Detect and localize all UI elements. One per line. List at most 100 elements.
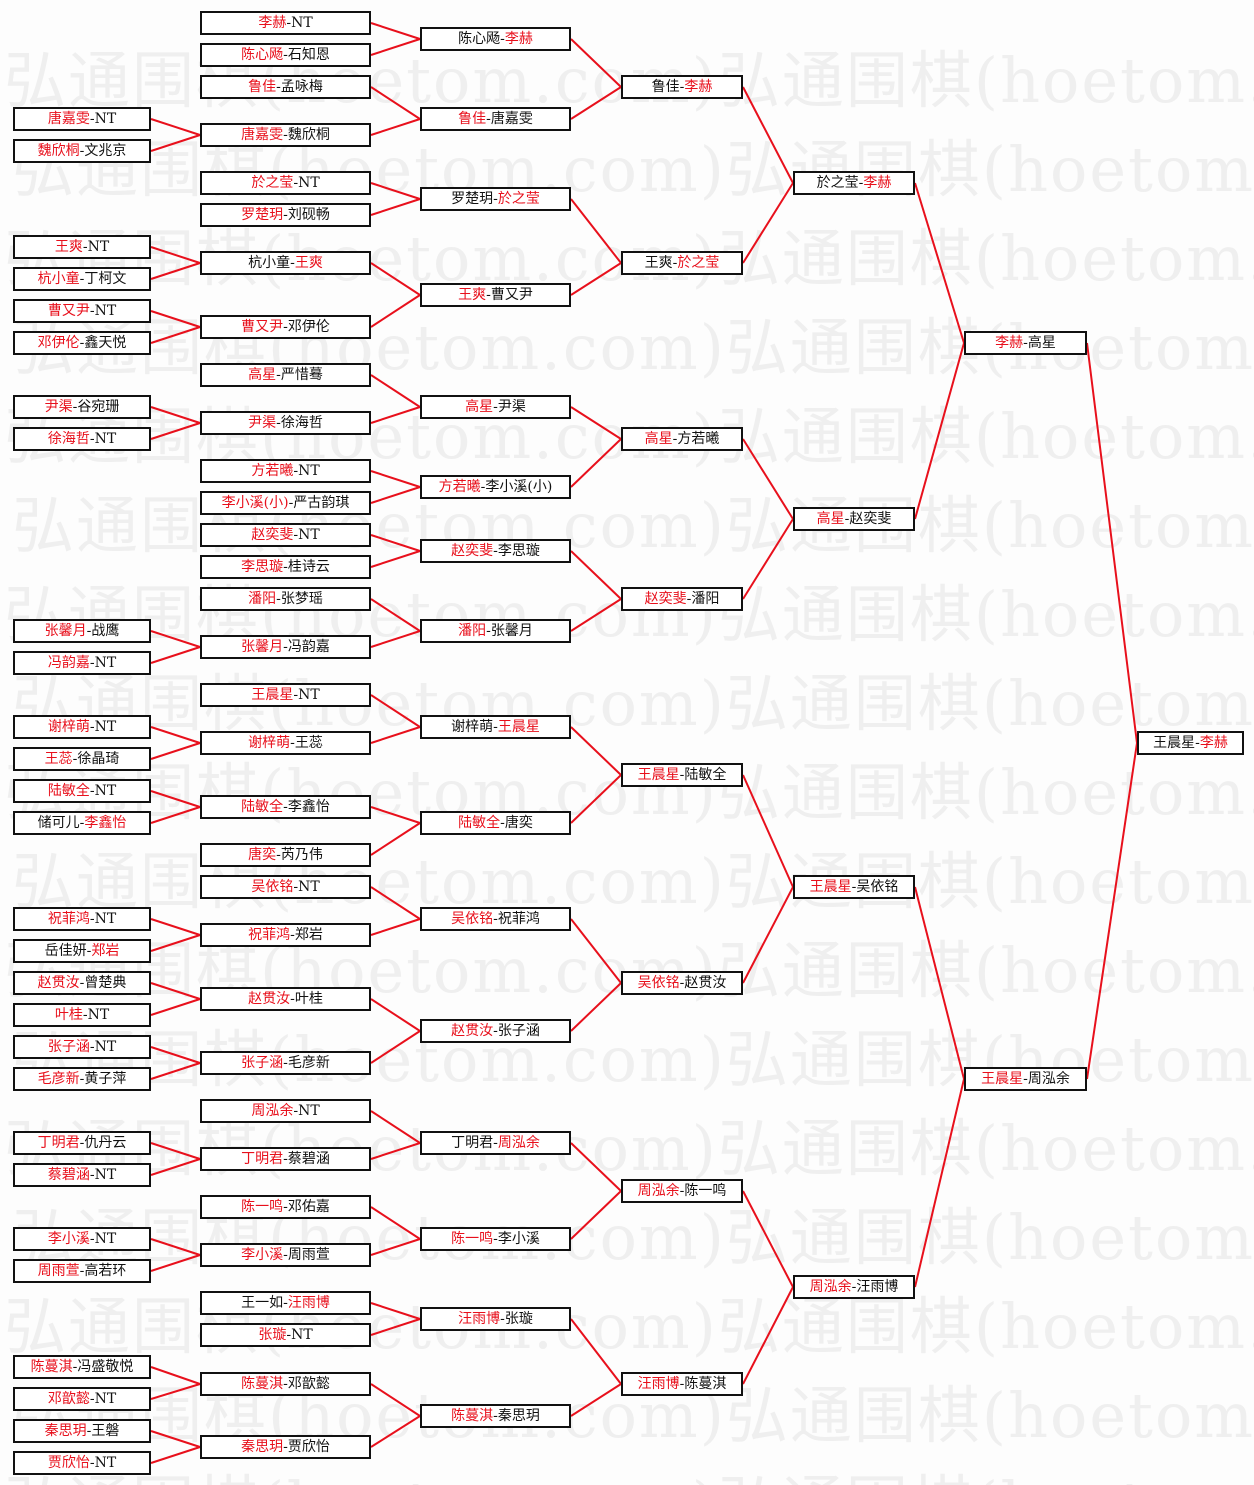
match-box-round-3[interactable]: 鲁佳 - 唐嘉雯 xyxy=(420,107,571,131)
match-box-round-3[interactable]: 丁明君 - 周泓余 xyxy=(420,1131,571,1155)
match-box-round-1[interactable]: 张子涵 - NT xyxy=(13,1035,151,1059)
match-box-round-2[interactable]: 张子涵 - 毛彦新 xyxy=(200,1051,371,1075)
match-box-round-2[interactable]: 赵奕斐 - NT xyxy=(200,523,371,547)
match-box-round-4[interactable]: 王爽 - 於之莹 xyxy=(621,251,743,275)
match-box-round-1[interactable]: 贾欣怡 - NT xyxy=(13,1451,151,1475)
match-box-round-3[interactable]: 谢梓萌 - 王晨星 xyxy=(420,715,571,739)
match-box-round-2[interactable]: 鲁佳 - 孟咏梅 xyxy=(200,75,371,99)
match-box-round-1[interactable]: 毛彦新 - 黄子萍 xyxy=(13,1067,151,1091)
match-box-round-2[interactable]: 张馨月 - 冯韵嘉 xyxy=(200,635,371,659)
match-box-round-2[interactable]: 潘阳 - 张梦瑶 xyxy=(200,587,371,611)
match-box-round-3[interactable]: 方若曦 - 李小溪(小) xyxy=(420,475,571,499)
match-box-round-3[interactable]: 赵奕斐 - 李思璇 xyxy=(420,539,571,563)
match-box-round-1[interactable]: 冯韵嘉 - NT xyxy=(13,651,151,675)
match-box-round-1[interactable]: 祝菲鸿 - NT xyxy=(13,907,151,931)
match-box-round-2[interactable]: 张璇 - NT xyxy=(200,1323,371,1347)
match-box-round-3[interactable]: 陈蔓淇 - 秦思玥 xyxy=(420,1404,571,1428)
match-box-round-4[interactable]: 鲁佳 - 李赫 xyxy=(621,75,743,99)
match-box-round-1[interactable]: 王爽 - NT xyxy=(13,235,151,259)
match-box-round-3[interactable]: 陈心飏 - 李赫 xyxy=(420,27,571,51)
match-box-round-3[interactable]: 汪雨博 - 张璇 xyxy=(420,1307,571,1331)
player-b: 李赫 xyxy=(684,79,713,95)
match-box-round-3[interactable]: 高星 - 尹渠 xyxy=(420,395,571,419)
match-box-round-1[interactable]: 邓歆懿 - NT xyxy=(13,1387,151,1411)
match-box-round-2[interactable]: 罗楚玥 - 刘砚畅 xyxy=(200,203,371,227)
match-box-round-3[interactable]: 罗楚玥 - 於之莹 xyxy=(420,187,571,211)
match-box-round-2[interactable]: 陈一鸣 - 邓佑嘉 xyxy=(200,1195,371,1219)
match-box-round-2[interactable]: 李小溪(小) - 严古韵琪 xyxy=(200,491,371,515)
match-box-round-5[interactable]: 王晨星 - 吴依铭 xyxy=(793,875,915,899)
match-box-round-5[interactable]: 周泓余 - 汪雨博 xyxy=(793,1275,915,1299)
match-box-round-1[interactable]: 魏欣桐 - 文兆京 xyxy=(13,139,151,163)
match-box-round-1[interactable]: 曹又尹 - NT xyxy=(13,299,151,323)
match-box-round-4[interactable]: 周泓余 - 陈一鸣 xyxy=(621,1179,743,1203)
match-box-round-2[interactable]: 唐嘉雯 - 魏欣桐 xyxy=(200,123,371,147)
player-a: 罗楚玥 xyxy=(241,207,284,223)
match-box-round-1[interactable]: 陈蔓淇 - 冯盛敬悦 xyxy=(13,1355,151,1379)
match-box-round-2[interactable]: 唐奕 - 芮乃伟 xyxy=(200,843,371,867)
match-box-round-2[interactable]: 赵贯汝 - 叶桂 xyxy=(200,987,371,1011)
match-box-round-2[interactable]: 李思璇 - 桂诗云 xyxy=(200,555,371,579)
match-box-round-3[interactable]: 王爽 - 曹又尹 xyxy=(420,283,571,307)
match-box-round-7[interactable]: 王晨星 - 李赫 xyxy=(1137,731,1244,755)
match-box-round-2[interactable]: 李小溪 - 周雨萱 xyxy=(200,1243,371,1267)
match-box-round-1[interactable]: 唐嘉雯 - NT xyxy=(13,107,151,131)
match-box-round-2[interactable]: 丁明君 - 蔡碧涵 xyxy=(200,1147,371,1171)
match-box-round-5[interactable]: 於之莹 - 李赫 xyxy=(793,171,915,195)
match-box-round-2[interactable]: 陈心飏 - 石知恩 xyxy=(200,43,371,67)
match-box-round-4[interactable]: 吴依铭 - 赵贯汝 xyxy=(621,971,743,995)
match-box-round-1[interactable]: 邓伊伦 - 鑫天悦 xyxy=(13,331,151,355)
match-box-round-2[interactable]: 高星 - 严惜蓦 xyxy=(200,363,371,387)
match-box-round-2[interactable]: 谢梓萌 - 王蕊 xyxy=(200,731,371,755)
separator: - xyxy=(493,911,498,927)
match-box-round-1[interactable]: 蔡碧涵 - NT xyxy=(13,1163,151,1187)
separator: - xyxy=(672,255,678,271)
match-box-round-1[interactable]: 赵贯汝 - 曾楚典 xyxy=(13,971,151,995)
match-box-round-3[interactable]: 潘阳 - 张馨月 xyxy=(420,619,571,643)
match-box-round-1[interactable]: 岳佳妍 - 郑岩 xyxy=(13,939,151,963)
match-box-round-1[interactable]: 丁明君 - 仇丹云 xyxy=(13,1131,151,1155)
match-box-round-2[interactable]: 曹又尹 - 邓伊伦 xyxy=(200,315,371,339)
match-box-round-1[interactable]: 尹渠 - 谷宛珊 xyxy=(13,395,151,419)
match-box-round-2[interactable]: 方若曦 - NT xyxy=(200,459,371,483)
match-box-round-3[interactable]: 赵贯汝 - 张子涵 xyxy=(420,1019,571,1043)
separator: - xyxy=(283,47,288,63)
match-box-round-2[interactable]: 於之莹 - NT xyxy=(200,171,371,195)
player-a: 赵贯汝 xyxy=(37,975,80,991)
match-box-round-2[interactable]: 王晨星 - NT xyxy=(200,683,371,707)
match-box-round-1[interactable]: 王蕊 - 徐晶琦 xyxy=(13,747,151,771)
match-box-round-2[interactable]: 李赫 - NT xyxy=(200,11,371,35)
match-box-round-1[interactable]: 谢梓萌 - NT xyxy=(13,715,151,739)
connector-line xyxy=(150,646,201,664)
separator: - xyxy=(276,367,281,383)
match-box-round-1[interactable]: 张馨月 - 战鹰 xyxy=(13,619,151,643)
match-box-round-2[interactable]: 秦思玥 - 贾欣怡 xyxy=(200,1435,371,1459)
match-box-round-5[interactable]: 高星 - 赵奕斐 xyxy=(793,507,915,531)
match-box-round-4[interactable]: 汪雨博 - 陈蔓淇 xyxy=(621,1372,743,1396)
match-box-round-2[interactable]: 陆敏全 - 李鑫怡 xyxy=(200,795,371,819)
match-box-round-4[interactable]: 高星 - 方若曦 xyxy=(621,427,743,451)
match-box-round-1[interactable]: 徐海哲 - NT xyxy=(13,427,151,451)
match-box-round-1[interactable]: 杭小童 - 丁柯文 xyxy=(13,267,151,291)
match-box-round-1[interactable]: 李小溪 - NT xyxy=(13,1227,151,1251)
match-box-round-6[interactable]: 李赫 - 高星 xyxy=(964,331,1087,355)
match-box-round-1[interactable]: 秦思玥 - 王磐 xyxy=(13,1419,151,1443)
match-box-round-1[interactable]: 叶桂 - NT xyxy=(13,1003,151,1027)
match-box-round-2[interactable]: 陈蔓淇 - 邓歆懿 xyxy=(200,1372,371,1396)
match-box-round-2[interactable]: 尹渠 - 徐海哲 xyxy=(200,411,371,435)
match-box-round-2[interactable]: 周泓余 - NT xyxy=(200,1099,371,1123)
match-box-round-3[interactable]: 陆敏全 - 唐奕 xyxy=(420,811,571,835)
match-box-round-1[interactable]: 储可儿 - 李鑫怡 xyxy=(13,811,151,835)
match-box-round-2[interactable]: 祝菲鸿 - 郑岩 xyxy=(200,923,371,947)
match-box-round-4[interactable]: 王晨星 - 陆敏全 xyxy=(621,763,743,787)
match-box-round-3[interactable]: 陈一鸣 - 李小溪 xyxy=(420,1227,571,1251)
match-box-round-1[interactable]: 周雨萱 - 高若环 xyxy=(13,1259,151,1283)
match-box-round-2[interactable]: 王一如 - 汪雨博 xyxy=(200,1291,371,1315)
match-box-round-1[interactable]: 陆敏全 - NT xyxy=(13,779,151,803)
match-box-round-3[interactable]: 吴依铭 - 祝菲鸿 xyxy=(420,907,571,931)
match-box-round-4[interactable]: 赵奕斐 - 潘阳 xyxy=(621,587,743,611)
separator: - xyxy=(89,1391,95,1407)
match-box-round-2[interactable]: 吴依铭 - NT xyxy=(200,875,371,899)
match-box-round-6[interactable]: 王晨星 - 周泓余 xyxy=(964,1067,1087,1091)
match-box-round-2[interactable]: 杭小童 - 王爽 xyxy=(200,251,371,275)
